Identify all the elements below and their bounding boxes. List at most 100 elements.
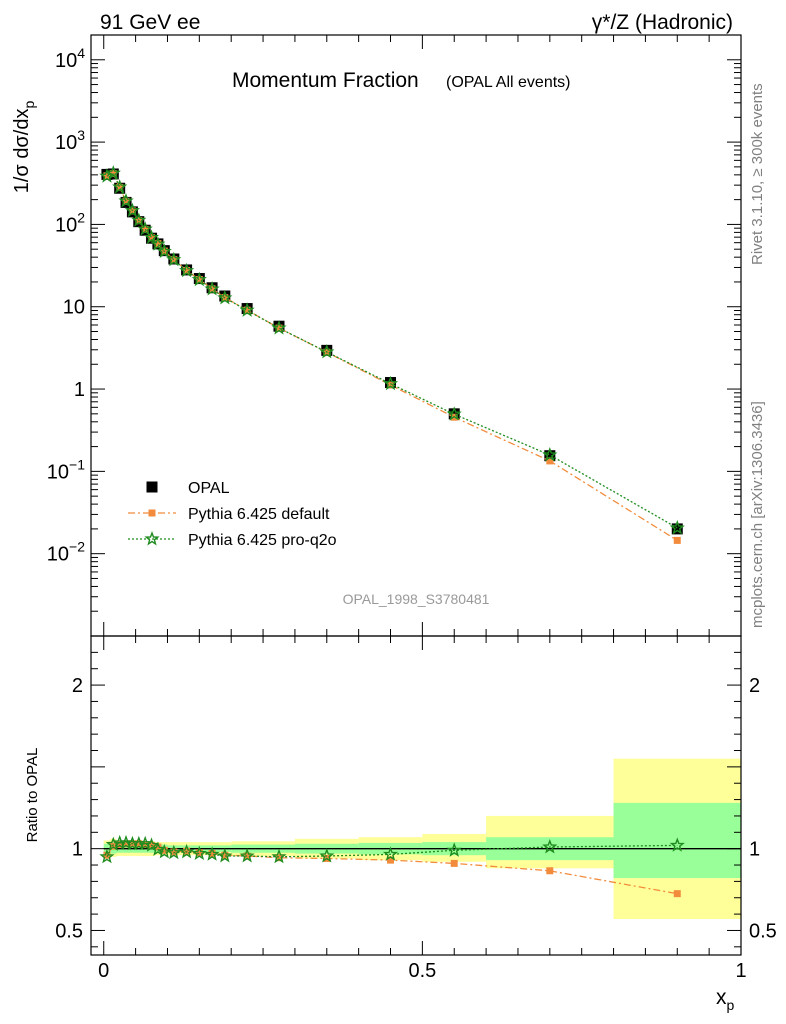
ratio-point-s1-6: [137, 835, 153, 851]
data-point-s0-20: [544, 450, 556, 462]
x-axis-label-main: x: [716, 986, 727, 1009]
ratio-frame: [90, 635, 742, 956]
plot-title: Momentum Fraction: [232, 69, 419, 92]
series-line-2: [106, 172, 678, 529]
legend-label-2: Pythia 6.425 pro-q2o: [188, 532, 337, 549]
y-tick-label: 104: [55, 45, 85, 72]
ratio-point-s0-19: [450, 859, 458, 867]
data-point-s1-7: [148, 234, 156, 242]
data-point-s2-12: [191, 271, 207, 287]
y-tick-label: 1: [74, 379, 85, 401]
data-point-s1-12: [195, 276, 203, 284]
data-point-s1-3: [122, 197, 130, 205]
x-tick-label: 1: [735, 960, 746, 982]
ratio-point-s1-8: [150, 841, 166, 856]
data-point-s1-21: [673, 536, 681, 544]
ratio-point-s0-14: [221, 851, 229, 859]
ratio-point-s0-1: [109, 842, 117, 850]
data-point-s2-8: [150, 236, 166, 251]
ratio-point-s1-11: [178, 843, 195, 859]
data-point-s1-15: [243, 306, 251, 314]
data-point-s2-20: [542, 447, 558, 462]
data-point-s0-21: [671, 523, 683, 535]
data-point-s2-19: [446, 406, 462, 421]
data-point-s2-1: [105, 165, 121, 180]
legend-label-1: Pythia 6.425 default: [188, 506, 330, 523]
data-point-s2-16: [271, 320, 287, 335]
data-point-s1-11: [183, 266, 191, 274]
legend: OPAL Pythia 6.425 default Pythia 6.425 pro…: [128, 480, 337, 549]
data-point-s2-17: [319, 344, 335, 359]
ratio-point-s1-0: [99, 848, 115, 864]
legend-marker-0: [146, 481, 158, 493]
ratio-point-s1-16: [271, 848, 287, 864]
ratio-y-tick-label-right: 0.5: [749, 920, 777, 942]
y-tick-label: 102: [55, 209, 85, 236]
ratio-y-tick-label: 2: [72, 675, 83, 697]
ratio-point-s0-9: [160, 846, 168, 854]
ratio-point-s1-1: [105, 836, 121, 852]
ratio-point-s0-10: [170, 848, 178, 856]
series-line-1: [106, 172, 678, 541]
data-point-s1-18: [387, 381, 395, 389]
process-label: γ*/Z (Hadronic): [592, 11, 733, 34]
ratio-plot-panel: 0.5 0.51 12 20 0.5 1 Ratio to OPAL xp: [24, 635, 777, 1013]
data-point-s2-14: [217, 289, 233, 305]
ratio-point-s1-9: [156, 843, 172, 859]
ratio-point-s0-3: [122, 840, 130, 848]
ratio-point-s1-13: [204, 846, 220, 861]
legend-marker-1: [148, 509, 156, 517]
data-point-s2-4: [124, 202, 141, 218]
legend-marker-2: [144, 531, 160, 546]
ratio-point-s1-17: [319, 848, 335, 863]
data-point-s1-8: [154, 240, 162, 248]
ratio-point-s0-13: [208, 850, 216, 858]
ratio-point-s0-8: [154, 843, 162, 851]
ratio-point-s0-15: [243, 852, 251, 860]
ratio-point-s0-12: [195, 849, 203, 857]
data-point-s1-2: [116, 183, 124, 191]
analysis-watermark: OPAL_1998_S3780481: [343, 591, 490, 607]
data-point-s2-6: [137, 221, 153, 236]
ratio-point-s0-11: [183, 847, 191, 855]
data-point-s2-3: [118, 193, 134, 208]
data-point-s2-2: [112, 179, 128, 194]
plot-subtitle: (OPAL All events): [446, 74, 571, 91]
y-tick-label: 103: [55, 127, 85, 154]
ratio-point-s1-21: [669, 837, 685, 852]
data-point-s2-10: [166, 251, 182, 267]
ratio-y-tick-label: 1: [72, 839, 83, 861]
y-tick-label: 10−2: [47, 539, 85, 566]
ratio-point-s0-2: [116, 841, 124, 849]
ratio-y-axis-label: Ratio to OPAL: [24, 748, 41, 843]
ratio-point-s0-5: [135, 840, 143, 848]
y-tick-label: 10: [63, 297, 85, 319]
mcplots-source-label: mcplots.cern.ch [arXiv:1306.3436]: [749, 401, 766, 628]
ratio-point-s1-12: [191, 845, 207, 861]
y-tick-label: 10−1: [47, 456, 85, 483]
data-point-s2-15: [239, 302, 255, 317]
ratio-point-s1-14: [217, 848, 233, 863]
data-point-s1-16: [275, 324, 283, 332]
ratio-point-s0-16: [275, 854, 283, 862]
data-point-s2-7: [143, 229, 160, 244]
data-point-s1-1: [109, 170, 117, 178]
data-point-s2-11: [178, 262, 195, 278]
energy-label: 91 GeV ee: [100, 11, 200, 34]
x-axis-label: xp: [716, 986, 735, 1013]
ratio-point-s0-20: [546, 867, 554, 875]
ratio-point-s1-18: [382, 846, 399, 861]
x-tick-label: 0: [98, 960, 109, 982]
ratio-y-tick-label: 0.5: [55, 920, 83, 942]
data-point-s2-9: [156, 243, 172, 258]
y-axis-label-sub: p: [21, 101, 37, 109]
legend-label-0: OPAL: [188, 480, 230, 497]
ratio-point-s1-10: [166, 844, 182, 860]
ratio-point-s0-0: [103, 851, 111, 859]
ratio-y-tick-label-right: 1: [749, 839, 760, 861]
ratio-point-s0-21: [673, 890, 681, 898]
data-point-s2-13: [204, 281, 220, 296]
x-tick-label: 0.5: [408, 960, 436, 982]
